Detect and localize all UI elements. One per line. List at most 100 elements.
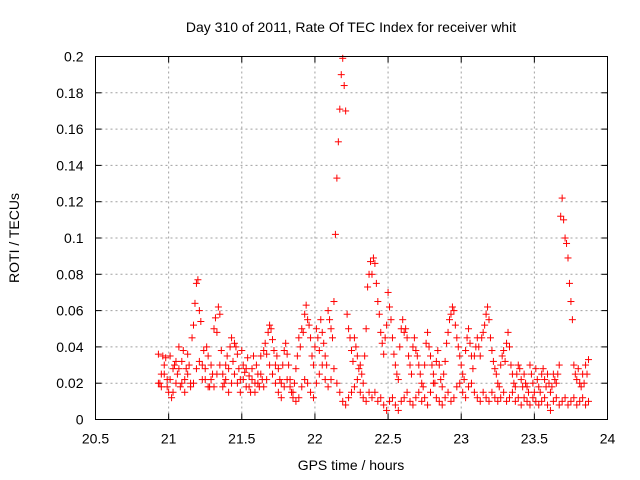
x-tick-label: 23.5 <box>521 431 548 447</box>
data-point <box>583 370 591 378</box>
data-point <box>318 361 326 369</box>
data-point <box>492 370 500 378</box>
data-point <box>448 303 456 311</box>
data-point <box>456 379 464 387</box>
data-point <box>425 343 433 351</box>
data-point <box>207 376 215 384</box>
data-point <box>296 343 304 351</box>
data-point <box>489 357 497 365</box>
data-point <box>371 259 379 267</box>
data-point <box>415 361 423 369</box>
data-point <box>497 361 505 369</box>
data-point <box>350 383 358 391</box>
data-point <box>228 334 236 342</box>
data-point <box>412 347 420 355</box>
data-point <box>476 397 484 405</box>
y-tick-label: 0.06 <box>56 303 83 319</box>
data-point <box>219 383 227 391</box>
data-point <box>283 376 291 384</box>
data-point <box>295 334 303 342</box>
data-point <box>419 383 427 391</box>
data-point <box>283 350 291 358</box>
data-point <box>513 370 521 378</box>
data-point <box>520 394 528 402</box>
data-point <box>522 379 530 387</box>
data-point <box>391 401 399 409</box>
data-point <box>330 298 338 306</box>
data-point <box>421 361 429 369</box>
data-point <box>321 352 329 360</box>
data-point <box>248 376 256 384</box>
data-point <box>508 388 516 396</box>
data-point <box>230 339 238 347</box>
data-point <box>270 347 278 355</box>
x-axis-label: GPS time / hours <box>298 457 405 473</box>
data-point <box>315 370 323 378</box>
data-point <box>517 401 525 409</box>
data-point <box>355 365 363 373</box>
data-point <box>311 343 319 351</box>
data-point <box>286 383 294 391</box>
data-point <box>364 283 372 291</box>
data-point <box>561 234 569 242</box>
data-point <box>418 379 426 387</box>
data-point <box>514 394 522 402</box>
data-point <box>412 394 420 402</box>
data-point <box>192 365 200 373</box>
data-point <box>214 303 222 311</box>
data-point <box>222 376 230 384</box>
data-point <box>538 370 546 378</box>
data-point <box>558 397 566 405</box>
data-point <box>273 352 281 360</box>
data-point <box>400 394 408 402</box>
data-point <box>160 361 168 369</box>
data-point <box>469 365 477 373</box>
data-point <box>475 343 483 351</box>
data-point <box>170 361 178 369</box>
data-point <box>244 354 252 362</box>
data-point <box>159 352 167 360</box>
data-point <box>391 361 399 369</box>
data-point <box>198 376 206 384</box>
data-point <box>317 316 325 324</box>
data-point <box>418 397 426 405</box>
x-tick-label: 20.5 <box>82 431 109 447</box>
data-point <box>579 394 587 402</box>
data-point <box>532 397 540 405</box>
data-point <box>184 370 192 378</box>
data-point <box>554 370 562 378</box>
data-point <box>203 343 211 351</box>
data-point <box>567 298 575 306</box>
data-point <box>557 212 565 220</box>
data-point <box>168 394 176 402</box>
data-point <box>336 105 344 113</box>
data-point <box>257 352 265 360</box>
data-point <box>309 394 317 402</box>
data-point <box>491 394 499 402</box>
data-point <box>387 316 395 324</box>
data-point <box>285 361 293 369</box>
y-tick-label: 0.2 <box>64 49 84 65</box>
data-point <box>459 370 467 378</box>
data-point <box>435 397 443 405</box>
data-point <box>453 383 461 391</box>
data-point <box>368 394 376 402</box>
data-point <box>530 388 538 396</box>
data-points <box>154 54 592 414</box>
data-point <box>277 379 285 387</box>
data-point <box>424 328 432 336</box>
data-point <box>403 334 411 342</box>
data-point <box>441 394 449 402</box>
data-point <box>328 334 336 342</box>
data-point <box>488 388 496 396</box>
data-point <box>369 254 377 262</box>
data-point <box>462 347 470 355</box>
data-point <box>434 347 442 355</box>
data-point <box>166 376 174 384</box>
y-tick-label: 0 <box>76 412 84 428</box>
data-point <box>304 316 312 324</box>
data-point <box>292 397 300 405</box>
data-point <box>327 325 335 333</box>
data-point <box>282 339 290 347</box>
data-point <box>539 365 547 373</box>
